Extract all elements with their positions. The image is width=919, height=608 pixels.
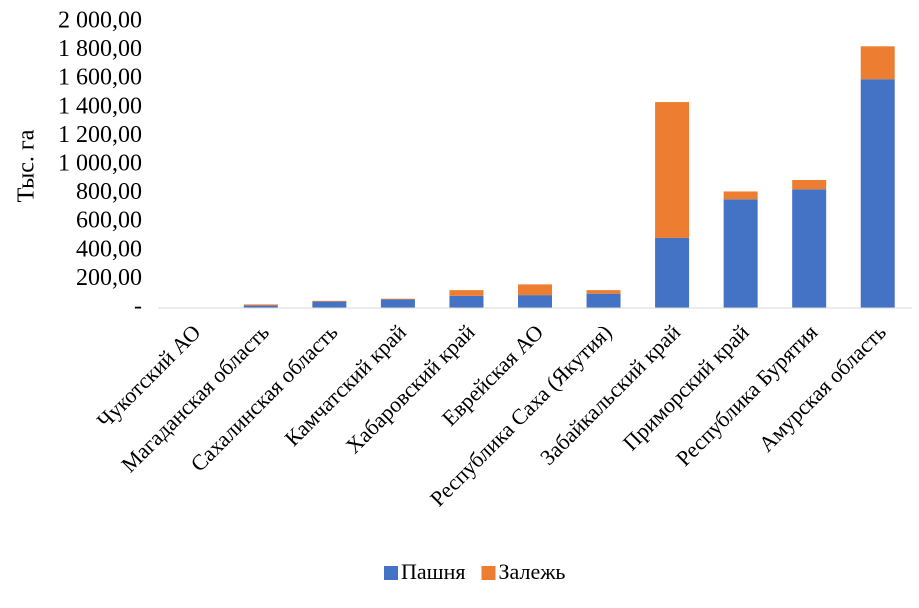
y-tick-label: 1 200,00	[58, 122, 142, 148]
y-tick-label: 1 400,00	[58, 93, 142, 119]
x-category-label: Хабаровский край	[341, 319, 480, 458]
y-tick-label: 1 000,00	[58, 151, 142, 177]
y-tick-label: 600,00	[76, 208, 142, 234]
bar-pashnya-3	[380, 299, 415, 308]
bar-pashnya-4	[449, 295, 484, 308]
bar-pashnya-5	[518, 295, 552, 308]
legend: Пашня Залежь	[384, 559, 565, 584]
bar-pashnya-9	[792, 189, 827, 308]
bar-pashnya-7	[655, 237, 690, 308]
bar-zalezh-2	[312, 300, 347, 302]
y-tick-label: 400,00	[76, 236, 142, 262]
bar-pashnya-6	[586, 293, 621, 308]
bar-pashnya-1	[243, 305, 278, 308]
bar-zalezh-4	[449, 290, 484, 296]
bar-zalezh-7	[655, 102, 690, 238]
x-category-label: Приморский край	[618, 319, 754, 455]
y-tick-label: -	[134, 294, 142, 320]
y-axis-label: Тыс. га	[14, 129, 40, 202]
bar-zalezh-3	[380, 298, 415, 300]
legend-label-0: Пашня	[401, 559, 466, 584]
legend-swatch-0	[384, 566, 398, 580]
y-tick-label: 200,00	[76, 265, 142, 291]
bar-zalezh-10	[860, 46, 895, 80]
bar-zalezh-8	[723, 191, 758, 200]
y-tick-label: 1 800,00	[58, 36, 142, 62]
legend-label-1: Залежь	[499, 559, 566, 584]
x-category-label: Камчатский край	[280, 319, 412, 451]
y-tick-label: 2 000,00	[58, 8, 142, 34]
bar-zalezh-9	[792, 180, 827, 190]
bar-zalezh-6	[586, 290, 621, 294]
y-tick-label: 1 600,00	[58, 65, 142, 91]
bar-zalezh-1	[243, 304, 278, 306]
bar-pashnya-10	[860, 79, 895, 308]
legend-swatch-1	[481, 566, 496, 580]
bars	[175, 46, 895, 309]
bar-pashnya-2	[312, 301, 347, 308]
y-tick-label: 800,00	[76, 179, 142, 205]
x-category-label: Амурская область	[754, 319, 891, 456]
bar-pashnya-8	[723, 199, 758, 308]
bar-zalezh-5	[518, 284, 552, 296]
